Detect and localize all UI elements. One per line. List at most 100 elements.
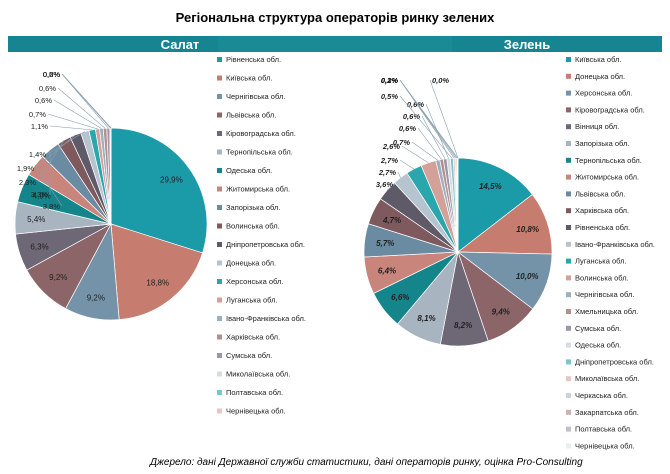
salad-legend-label: Дніпропетровська обл. — [226, 240, 305, 249]
page-title: Регіональна структура операторів ринку з… — [175, 10, 495, 25]
greens-title-bar — [452, 36, 662, 52]
salad-legend-swatch — [217, 168, 222, 173]
greens-legend-label: Тернопільська обл. — [575, 156, 642, 165]
salad-legend-swatch — [217, 94, 222, 99]
salad-data-label: 29,9% — [160, 176, 183, 185]
greens-legend-label: Закарпатська обл. — [575, 408, 639, 417]
salad-legend-swatch — [217, 149, 222, 155]
salad-legend-label: Запорізька обл. — [226, 203, 280, 212]
greens-pie: 14,5% 10,8% 10,0% 9,4% 8,2% 8,1% 6,6% 6,4% 5,7% 4… — [363, 76, 553, 347]
greens-data-label: 10,0% — [516, 272, 539, 281]
greens-data-label: 8,1% — [417, 314, 435, 323]
salad-legend-swatch — [217, 205, 222, 210]
greens-data-label: 0,1% — [381, 76, 398, 85]
greens-legend-swatch — [566, 309, 571, 314]
greens-data-label: 0,6% — [399, 124, 416, 133]
salad-legend-swatch — [217, 334, 222, 340]
salad-data-label: 0,0% — [43, 70, 60, 79]
greens-legend-label: Миколаївська обл. — [575, 374, 639, 383]
greens-legend-label: Київська обл. — [575, 55, 622, 64]
greens-legend-label: Чернігівська обл. — [575, 290, 634, 299]
salad-legend-swatch — [217, 408, 222, 414]
greens-data-label: 10,8% — [516, 225, 539, 234]
greens-leader-line — [399, 95, 453, 159]
salad-data-label: 0,7% — [29, 110, 46, 119]
salad-data-label: 1,9% — [17, 164, 34, 173]
greens-leader-line — [399, 79, 458, 159]
greens-legend-swatch — [566, 325, 571, 331]
salad-legend-swatch — [217, 242, 222, 247]
greens-legend-swatch — [566, 258, 571, 264]
salad-data-label: 5,4% — [27, 215, 45, 224]
greens-legend-swatch — [566, 393, 571, 398]
greens-data-label: 14,5% — [479, 182, 502, 191]
greens-legend-swatch — [566, 157, 571, 163]
greens-legend-label: Кіровоградська обл. — [575, 105, 645, 114]
salad-legend-label: Херсонська обл. — [226, 277, 283, 286]
salad-legend-label: Одеська обл. — [226, 166, 272, 175]
greens-legend-label: Одеська обл. — [575, 341, 621, 350]
salad-legend-label: Луганська обл. — [226, 296, 278, 305]
salad-legend: Рівненська обл. Київська обл. Чернігівська… — [217, 55, 306, 416]
greens-legend-label: Івано-Франківська обл. — [575, 240, 655, 249]
salad-leader-line — [49, 125, 93, 131]
greens-data-label: 0,2% — [381, 76, 398, 85]
greens-data-label: 4,7% — [382, 216, 401, 225]
greens-legend-label: Харківська обл. — [575, 206, 629, 215]
salad-leader-line — [57, 87, 106, 129]
salad-data-label: 9,2% — [49, 273, 67, 282]
salad-leader-line — [47, 131, 85, 155]
greens-legend-swatch — [566, 107, 571, 113]
greens-legend-swatch — [566, 141, 571, 146]
salad-leader-line — [47, 113, 98, 130]
salad-data-label: 0,5% — [43, 70, 60, 79]
salad-legend-swatch — [217, 75, 222, 81]
salad-legend-label: Івано-Франківська обл. — [226, 314, 306, 323]
salad-legend-swatch — [217, 390, 222, 395]
greens-data-label: 2,7% — [380, 156, 398, 165]
greens-data-label: 8,2% — [454, 321, 472, 330]
salad-legend-swatch — [217, 279, 222, 284]
greens-leader-line — [421, 115, 446, 160]
greens-leader-line — [417, 127, 442, 160]
greens-legend-label: Сумська обл. — [575, 324, 621, 333]
greens-legend-label: Вінниця обл. — [575, 122, 619, 131]
salad-data-label: 18,8% — [146, 278, 169, 287]
salad-chart-title: Салат — [160, 37, 200, 52]
salad-legend-label: Миколаївська обл. — [226, 370, 290, 379]
greens-leader-line — [401, 145, 429, 164]
salad-leader-line — [35, 134, 76, 169]
greens-data-label: 5,7% — [376, 239, 394, 248]
greens-legend-label: Чернівецька обл. — [575, 441, 635, 450]
salad-title-bar — [8, 36, 218, 52]
salad-legend-label: Сумська обл. — [226, 351, 272, 360]
greens-legend-label: Полтавська обл. — [575, 425, 632, 434]
salad-data-label: 0,2% — [43, 70, 60, 79]
greens-data-label: 0,7% — [393, 138, 410, 147]
greens-legend-label: Хмельницька обл. — [575, 307, 638, 316]
salad-legend-label: Київська обл. — [226, 74, 273, 83]
salad-legend-label: Донецька обл. — [226, 259, 276, 268]
greens-legend-swatch — [566, 426, 571, 432]
greens-leader-line — [399, 159, 415, 170]
salad-data-label: 4,9% — [33, 192, 51, 201]
greens-legend-swatch — [566, 174, 571, 180]
greens-data-label: 3,6% — [376, 180, 393, 189]
salad-legend-swatch — [217, 131, 222, 136]
greens-slice — [457, 157, 533, 253]
salad-legend-swatch — [217, 260, 222, 266]
source-note: Джерело: дані Державної служби статистик… — [150, 457, 583, 468]
salad-data-label: 6,3% — [30, 242, 48, 251]
greens-legend-label: Херсонська обл. — [575, 89, 632, 98]
salad-legend-label: Волинська обл. — [226, 222, 280, 231]
greens-legend-swatch — [566, 359, 571, 365]
salad-slice — [110, 127, 208, 254]
salad-data-label: 9,2% — [87, 293, 105, 302]
salad-leader-line — [34, 164, 63, 207]
greens-leader-line — [411, 141, 438, 161]
greens-legend-swatch — [566, 275, 571, 281]
greens-legend-label: Житомирська обл. — [575, 173, 639, 182]
salad-data-label: 0,6% — [35, 96, 52, 105]
greens-data-label: 9,4% — [492, 308, 510, 317]
